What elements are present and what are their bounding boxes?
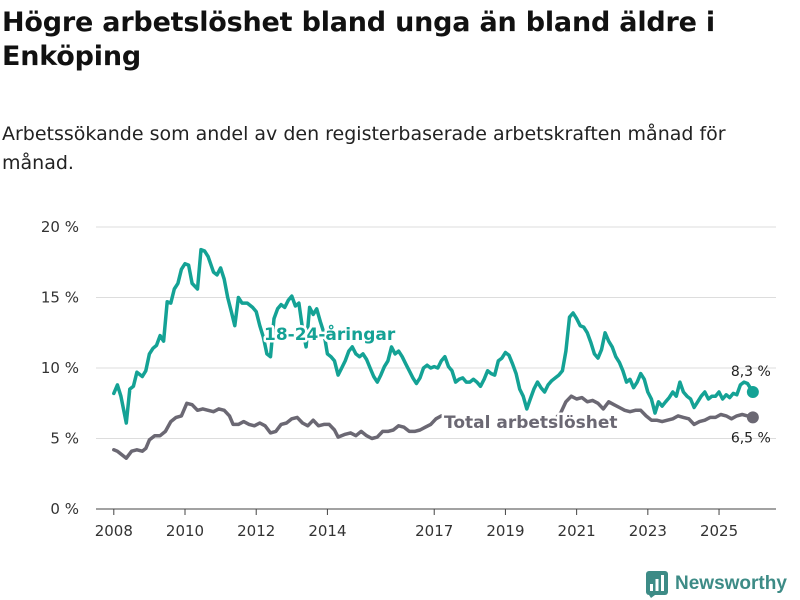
end-label-total: 6,5 % [731, 430, 771, 446]
series-line-total [112, 401, 444, 460]
bar-chart-icon [646, 571, 668, 598]
series-labels: 8,3 %6,5 %18-24-åringar18-24-åringarTota… [262, 321, 771, 447]
x-tick-label: 2017 [415, 522, 453, 540]
y-tick-label: 5 % [50, 430, 79, 448]
x-tick-label: 2010 [166, 522, 204, 540]
x-tick-label: 2023 [629, 522, 667, 540]
series-label-total-halo: Total arbetslöshet [444, 413, 618, 433]
series-label-total: Total arbetslöshet [444, 413, 618, 433]
x-tick-label: 2008 [95, 522, 133, 540]
x-tick-label: 2025 [700, 522, 738, 540]
series-label-youth: 18-24-åringar [264, 323, 396, 345]
chart-title: Högre arbetslöshet bland unga än bland ä… [2, 7, 715, 72]
y-tick-label: 15 % [41, 289, 79, 307]
x-tick-label: 2019 [486, 522, 524, 540]
newsworthy-logo: Newsworthy [645, 569, 787, 599]
y-tick-label: 0 % [50, 500, 79, 518]
series-line-youth [112, 247, 755, 425]
series-line-total [553, 394, 755, 427]
x-tick-label: 2014 [308, 522, 346, 540]
chart-subtitle: Arbetssökande som andel av den registerb… [2, 123, 726, 174]
x-tick-label: 2021 [558, 522, 596, 540]
axes: 0 % 5 % 10 % 15 % 20 % 2008 2010 2012 2014 2017 20… [41, 218, 738, 540]
brand-name: Newsworthy [675, 573, 787, 594]
series-layer [112, 247, 759, 460]
x-tick-label: 2012 [237, 522, 275, 540]
series-label-youth-halo: 18-24-åringar [264, 323, 396, 345]
y-tick-label: 10 % [41, 359, 79, 377]
end-point-total [746, 411, 759, 424]
end-label-youth: 8,3 % [731, 364, 771, 380]
y-tick-label: 20 % [41, 218, 79, 236]
end-point-youth [746, 385, 759, 398]
